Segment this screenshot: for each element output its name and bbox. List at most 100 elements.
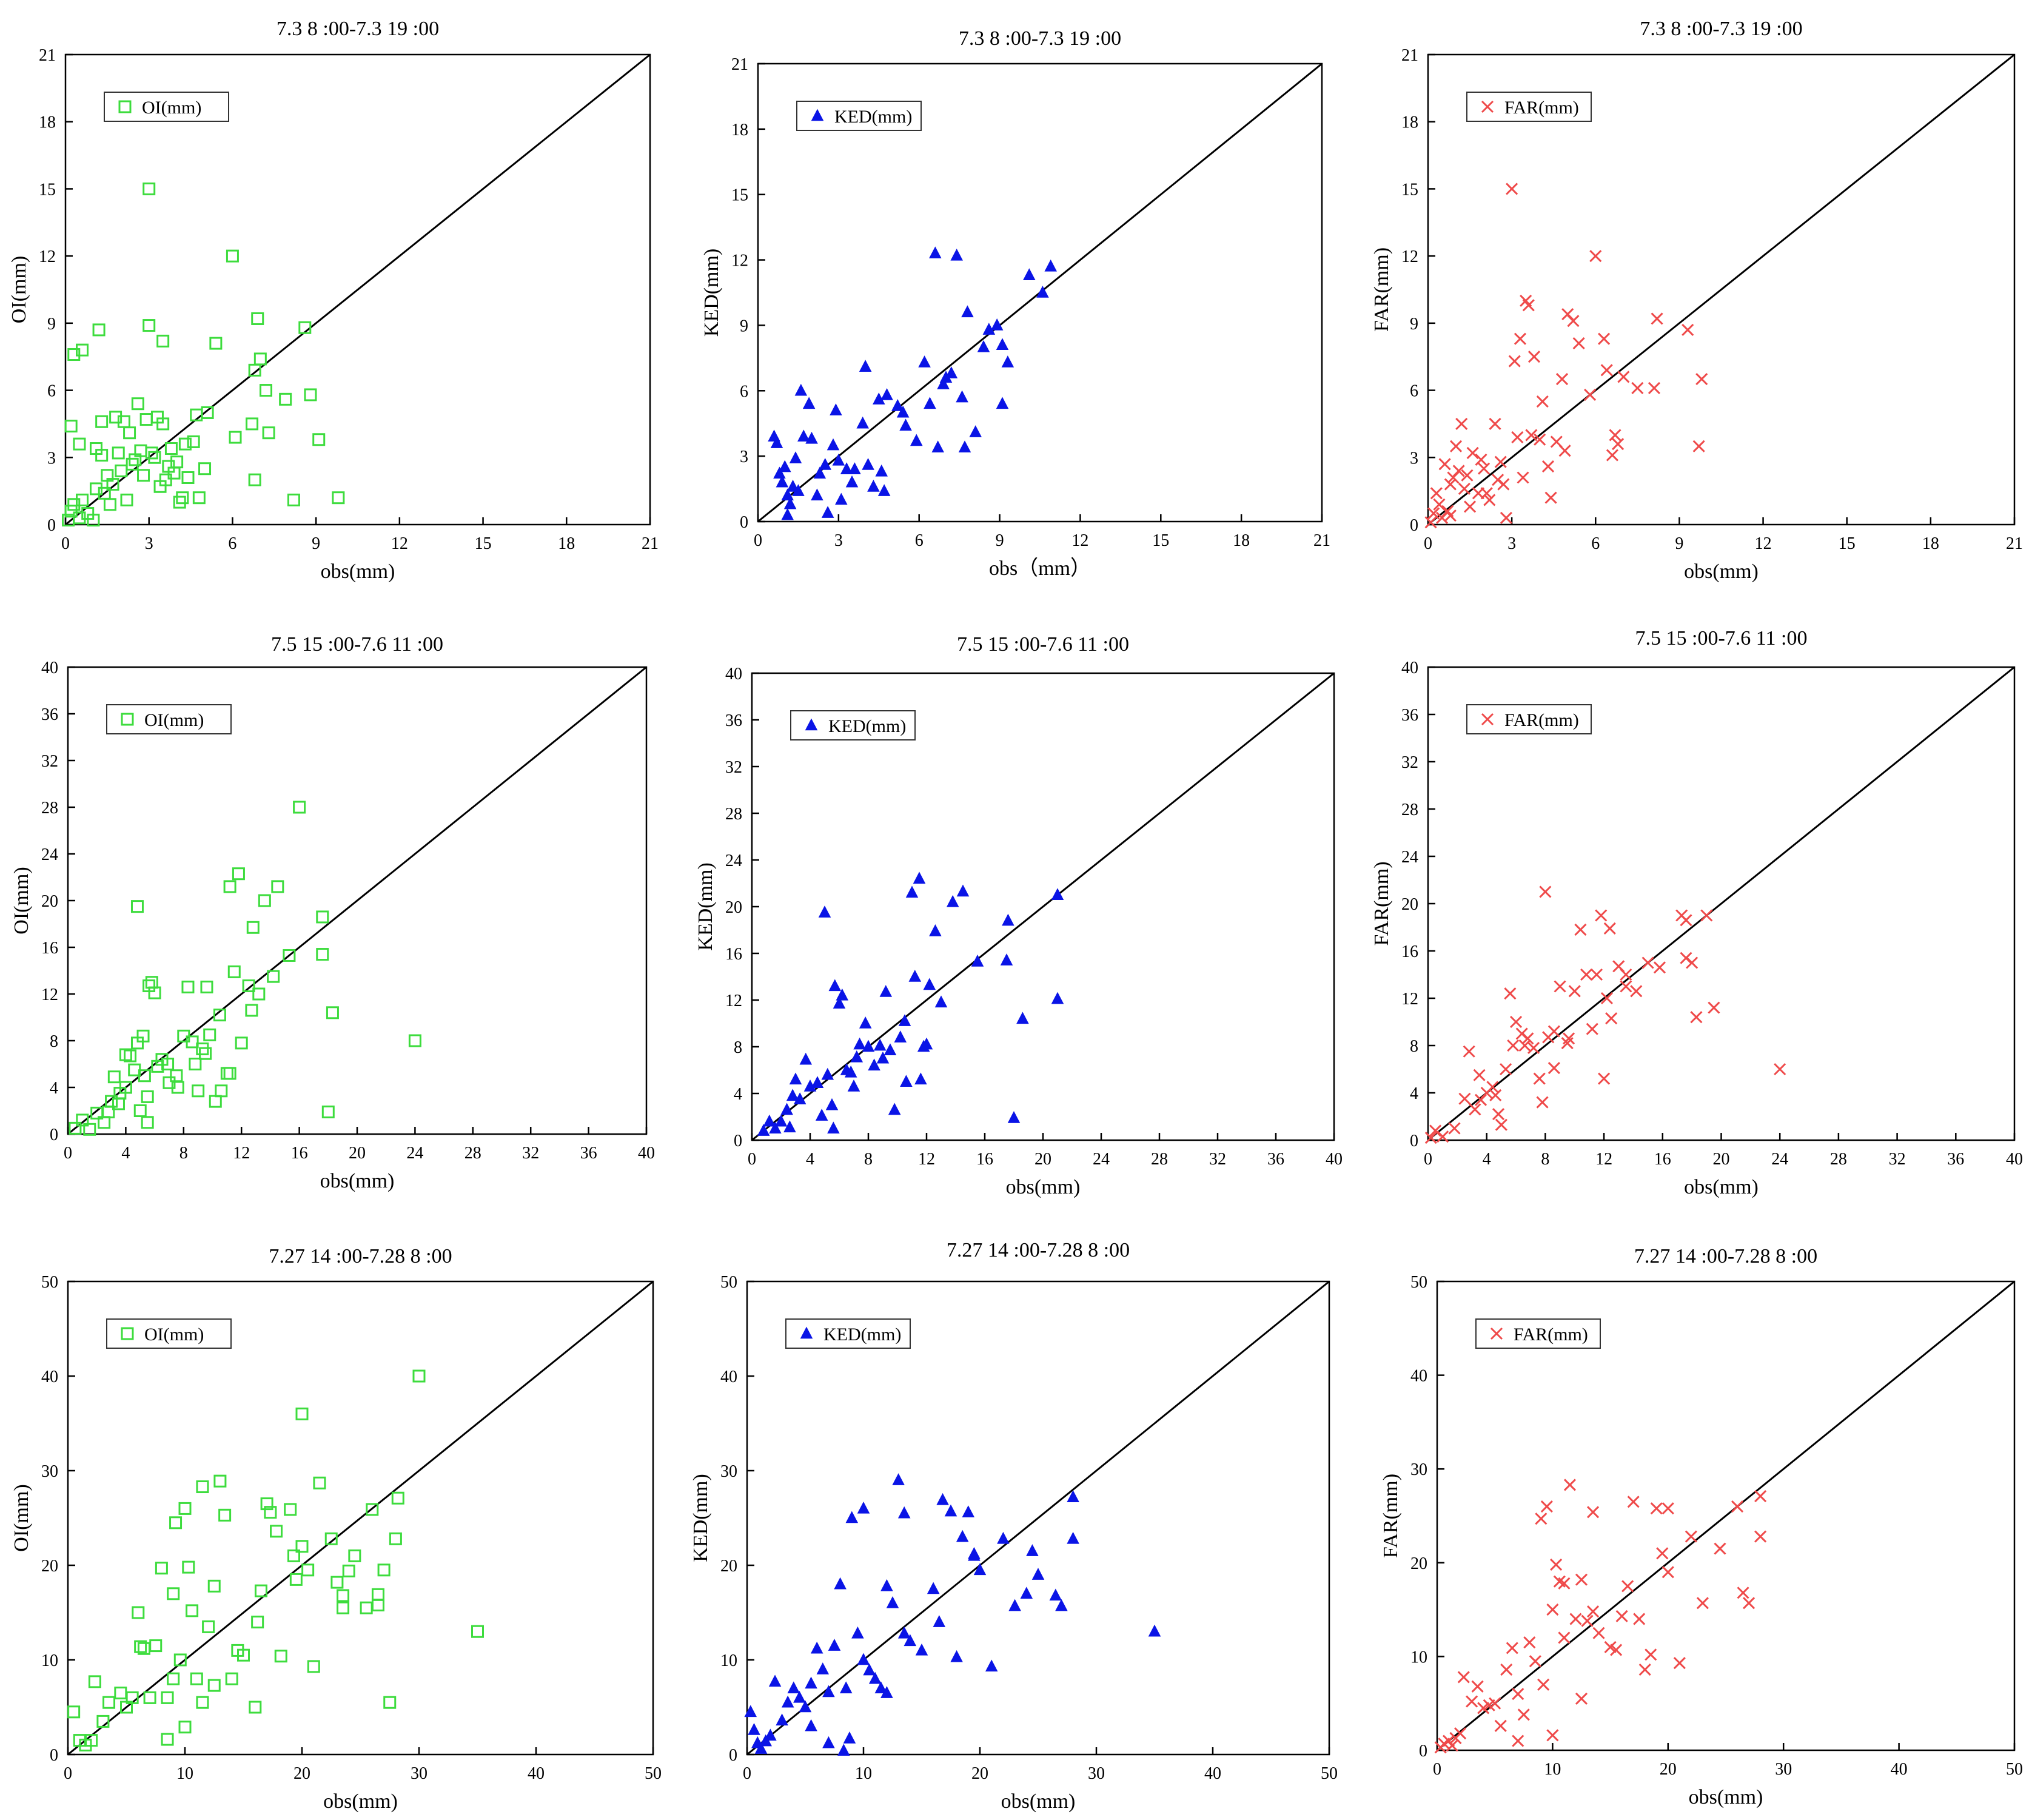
data-point	[1506, 1642, 1518, 1654]
data-point	[792, 484, 805, 496]
data-point	[1685, 1530, 1697, 1543]
data-point	[789, 451, 802, 464]
data-point	[1466, 1695, 1478, 1708]
data-point	[1598, 332, 1611, 345]
data-point	[799, 1700, 812, 1713]
data-point	[845, 475, 859, 488]
data-point	[1534, 433, 1546, 446]
data-point	[863, 1663, 876, 1676]
data-point	[289, 1573, 303, 1586]
data-point	[1546, 1603, 1559, 1616]
one-to-one-line	[746, 1280, 1330, 1756]
y-axis-label: OI(mm)	[10, 867, 33, 934]
legend-label: FAR(mm)	[1504, 710, 1579, 730]
data-point	[148, 451, 161, 464]
data-point	[1708, 1001, 1720, 1014]
x-tick-label: 4	[1483, 1150, 1491, 1169]
data-points	[69, 801, 421, 1136]
y-tick-label: 40	[41, 659, 58, 677]
x-tick-label: 40	[1891, 1760, 1908, 1779]
legend: OI(mm)	[106, 704, 232, 734]
data-point	[258, 894, 271, 907]
data-point	[124, 1049, 137, 1063]
x-tick-label: 4	[806, 1150, 814, 1169]
data-point	[786, 480, 799, 492]
y-axis-label: KED(mm)	[689, 1474, 712, 1562]
data-point	[1743, 1597, 1755, 1610]
data-point	[898, 1014, 911, 1026]
data-point	[1521, 1032, 1534, 1045]
data-point	[408, 1034, 421, 1047]
data-points	[768, 246, 1057, 520]
y-tick-label: 28	[725, 805, 742, 824]
y-tick-label: 32	[41, 752, 58, 771]
data-point	[821, 506, 834, 518]
legend: KED(mm)	[785, 1318, 911, 1349]
data-point	[1661, 1566, 1674, 1579]
data-point	[1527, 351, 1541, 363]
data-point	[189, 1058, 202, 1070]
data-point	[173, 1653, 187, 1667]
data-point	[249, 1701, 262, 1714]
data-point	[366, 1503, 379, 1516]
data-point	[1754, 1489, 1767, 1503]
data-point	[1563, 1479, 1577, 1491]
y-tick-label: 8	[50, 1032, 58, 1051]
data-point	[946, 895, 959, 907]
data-point	[209, 337, 223, 350]
scatter-panel-4: 7.5 15 :00-7.6 11 :00 00 4 4 8 8 12 12 16 16 20 20 2…	[10, 633, 655, 1192]
data-point	[225, 1672, 238, 1685]
data-points	[757, 871, 1064, 1136]
data-point	[251, 312, 264, 325]
data-point	[1008, 1599, 1021, 1611]
panel-title: 7.5 15 :00-7.6 11 :00	[1635, 627, 1808, 650]
data-point	[956, 884, 970, 897]
data-point	[754, 1742, 768, 1754]
data-point	[1067, 1531, 1079, 1544]
x-tick-label: 24	[1771, 1150, 1788, 1169]
data-point	[1563, 1032, 1575, 1045]
data-point	[248, 473, 261, 486]
x-tick-label: 28	[464, 1144, 481, 1163]
y-tick-label: 28	[41, 799, 58, 818]
y-tick-label: 0	[734, 1132, 742, 1150]
data-point	[117, 415, 130, 428]
data-point	[1512, 1734, 1524, 1747]
x-tick-label: 9	[312, 534, 320, 553]
scatter-panel-2: 7.3 8 :00-7.3 19 :00 00 3 3 6 6 9 9 12 12 15 15 18 18…	[700, 27, 1330, 580]
data-point	[139, 413, 153, 426]
data-point	[985, 1659, 998, 1672]
x-axis-label: obs(mm)	[1001, 1790, 1076, 1813]
data-point	[1673, 1657, 1686, 1670]
data-point	[1430, 487, 1443, 500]
x-tick-label: 15	[1839, 534, 1856, 553]
y-tick-label: 9	[47, 315, 56, 334]
x-tick-label: 10	[1544, 1760, 1561, 1779]
data-point	[776, 1713, 788, 1726]
data-point	[1427, 507, 1440, 520]
data-point	[1489, 1697, 1501, 1710]
y-tick-label: 0	[50, 1746, 58, 1765]
data-point	[927, 1582, 940, 1594]
x-axis-label: obs(mm)	[1684, 1176, 1759, 1198]
data-point	[876, 1051, 890, 1064]
data-point	[92, 323, 106, 337]
data-point	[326, 1006, 339, 1019]
data-point	[223, 880, 236, 893]
data-point	[67, 1705, 81, 1719]
one-to-one-line	[751, 672, 1335, 1141]
y-tick-label: 6	[740, 382, 748, 401]
data-point	[1536, 395, 1549, 408]
y-tick-label: 0	[1410, 1132, 1418, 1150]
legend-marker	[1481, 713, 1494, 726]
data-point	[1630, 985, 1643, 998]
data-point	[1600, 992, 1614, 1005]
data-point	[223, 1067, 236, 1080]
data-point	[891, 399, 904, 411]
data-point	[383, 1696, 397, 1709]
data-point	[797, 429, 810, 442]
data-point	[1002, 913, 1014, 926]
y-tick-label: 32	[725, 758, 742, 777]
data-point	[114, 1687, 127, 1700]
x-tick-label: 0	[64, 1144, 72, 1163]
